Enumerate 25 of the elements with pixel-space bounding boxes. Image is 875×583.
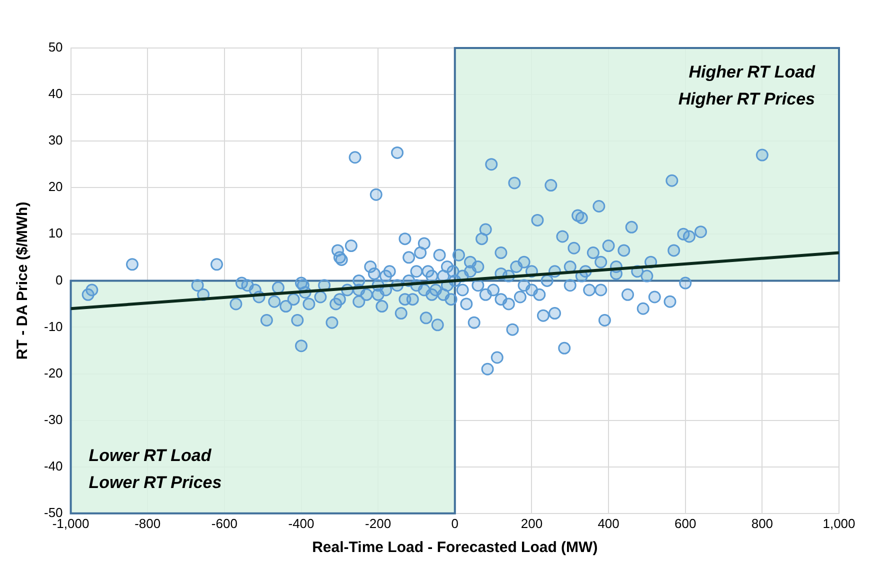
y-tick-label: 40 bbox=[48, 86, 63, 102]
y-tick-label: -40 bbox=[44, 458, 63, 474]
band-label: Higher RT Load Higher RT Prices bbox=[678, 62, 816, 109]
x-tick-label: 1,000 bbox=[822, 516, 856, 531]
x-tick-label: -600 bbox=[211, 516, 238, 531]
y-tick-label: 0 bbox=[56, 272, 63, 288]
x-tick-label: -800 bbox=[134, 516, 161, 531]
x-tick-label: 200 bbox=[520, 516, 543, 531]
y-tick-label: 10 bbox=[48, 226, 63, 241]
y-axis-title: RT - DA Price ($/MWh) bbox=[14, 202, 32, 360]
x-tick-label: 800 bbox=[751, 516, 774, 531]
x-tick-label: 0 bbox=[451, 516, 459, 531]
y-tick-label: -10 bbox=[44, 318, 63, 334]
y-tick-label: 20 bbox=[48, 179, 63, 194]
y-tick-label: 30 bbox=[48, 132, 63, 148]
y-tick-label: -50 bbox=[44, 504, 63, 520]
x-tick-label: -400 bbox=[288, 516, 314, 531]
y-tick-label: -30 bbox=[44, 412, 63, 427]
x-axis-title: Real-Time Load - Forecasted Load (MW) bbox=[312, 539, 598, 556]
y-tick-label: -20 bbox=[44, 365, 63, 380]
x-tick-label: 600 bbox=[674, 516, 696, 531]
band-label: Lower RT Load Lower RT Prices bbox=[88, 446, 222, 492]
x-tick-label: -200 bbox=[365, 516, 392, 531]
y-tick-label: 50 bbox=[48, 40, 63, 55]
x-tick-label: 400 bbox=[598, 516, 620, 531]
